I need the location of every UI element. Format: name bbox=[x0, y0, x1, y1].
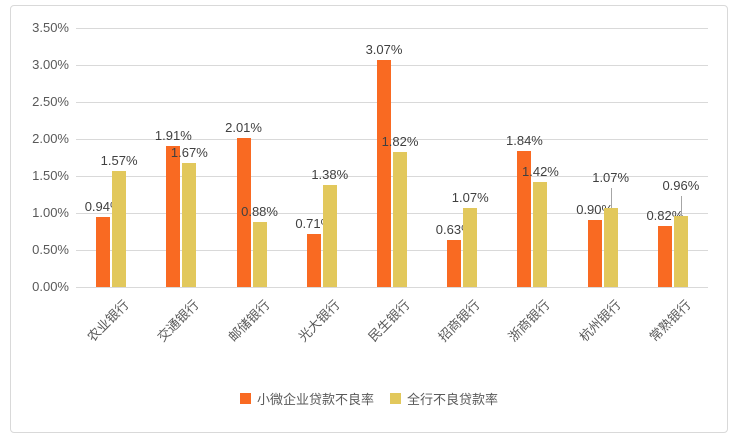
gridline bbox=[76, 27, 708, 29]
legend-label-bank-wide-npl: 全行不良贷款率 bbox=[407, 392, 499, 407]
plot-area: 0.94% 1.57% 1.91% 1.67% 2.01% 0.88% 0.71% 1.38%… bbox=[76, 27, 708, 288]
category-label: 浙商银行 bbox=[505, 297, 554, 345]
bar-value-label: 1.84% bbox=[506, 132, 543, 148]
category-label: 邮储银行 bbox=[224, 297, 273, 345]
legend: 小微企业贷款不良率 全行不良贷款率 bbox=[11, 389, 727, 408]
bar-value-label: 1.38% bbox=[311, 166, 349, 182]
bar bbox=[252, 221, 267, 287]
bar-value-label: 1.07% bbox=[592, 169, 630, 185]
gridline bbox=[76, 286, 708, 288]
bar bbox=[182, 163, 197, 287]
bar bbox=[96, 217, 111, 287]
gridline bbox=[76, 212, 708, 214]
category-label: 农业银行 bbox=[84, 297, 132, 345]
chart-panel: 0.00% 0.50% 1.00% 1.50% 2.00% 2.50% 3.00% 3.50%… bbox=[10, 5, 728, 433]
y-axis-tick-label: 3.50% bbox=[32, 20, 69, 35]
bar bbox=[533, 181, 548, 287]
legend-swatch-bank-wide-npl bbox=[390, 393, 401, 404]
bar-value-label: 0.88% bbox=[241, 203, 278, 219]
y-axis-tick-label: 2.50% bbox=[32, 94, 69, 109]
gridline bbox=[76, 64, 708, 66]
bar bbox=[166, 145, 181, 287]
bar bbox=[657, 226, 672, 287]
y-axis-tick-label: 0.50% bbox=[32, 242, 69, 257]
category-label: 民生银行 bbox=[365, 297, 413, 345]
category-label: 常熟银行 bbox=[646, 297, 694, 345]
y-axis-tick-label: 2.00% bbox=[32, 131, 69, 146]
bar bbox=[377, 59, 391, 287]
bar bbox=[306, 234, 321, 287]
category-label: 杭州银行 bbox=[575, 297, 624, 345]
bar bbox=[236, 138, 251, 287]
bar-value-label: 1.67% bbox=[170, 145, 208, 161]
legend-label-small-micro-npl: 小微企业贷款不良率 bbox=[256, 392, 374, 407]
category-label: 招商银行 bbox=[435, 297, 483, 345]
category-label: 光大银行 bbox=[295, 297, 343, 345]
bar bbox=[447, 240, 462, 287]
bar bbox=[112, 170, 127, 287]
bar-value-label: 1.42% bbox=[522, 163, 559, 179]
bar-value-label: 1.57% bbox=[100, 152, 138, 168]
y-axis-tick-label: 3.00% bbox=[32, 57, 69, 72]
leader-line bbox=[680, 195, 682, 216]
bar bbox=[517, 150, 532, 287]
y-axis-tick-label: 0.00% bbox=[32, 279, 69, 294]
legend-item-small-micro-npl-rate: 小微企业贷款不良率 bbox=[239, 389, 374, 408]
leader-line bbox=[610, 187, 612, 208]
bar-value-label: 1.91% bbox=[154, 127, 192, 143]
gridline bbox=[76, 175, 708, 177]
bar-value-label: 2.01% bbox=[225, 120, 262, 136]
gridline bbox=[76, 138, 708, 140]
bar bbox=[463, 207, 478, 287]
gridline bbox=[76, 101, 708, 103]
legend-item-bank-wide-npl-rate: 全行不良贷款率 bbox=[390, 389, 498, 408]
bar-value-label: 3.07% bbox=[365, 41, 403, 57]
bar bbox=[393, 152, 407, 287]
legend-swatch-small-micro-npl bbox=[239, 393, 251, 404]
bar-value-label: 1.07% bbox=[451, 189, 489, 205]
category-label: 交通银行 bbox=[154, 297, 203, 345]
bar bbox=[603, 207, 618, 287]
bar bbox=[673, 215, 688, 287]
y-axis-tick-label: 1.00% bbox=[32, 205, 69, 220]
bar-value-label: 0.96% bbox=[662, 177, 700, 193]
bar bbox=[587, 220, 602, 287]
y-axis-tick-label: 1.50% bbox=[32, 168, 69, 183]
bar-value-label: 1.82% bbox=[381, 134, 419, 150]
bar bbox=[322, 184, 337, 287]
gridline bbox=[76, 249, 708, 251]
